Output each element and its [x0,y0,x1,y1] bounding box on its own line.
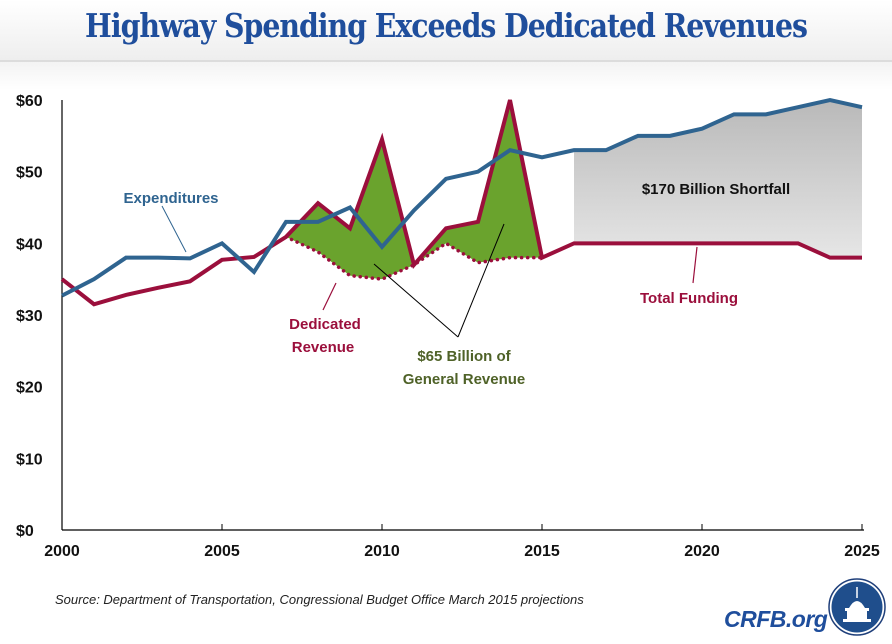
general-revenue-label-line1: $65 Billion of [417,348,511,365]
capitol-dome-seal-icon [828,578,886,636]
shortfall-label: $170 Billion Shortfall [642,181,790,198]
x-tick-label: 2020 [684,543,720,560]
x-tick-label: 2005 [204,543,240,560]
chart-title: Highway Spending Exceeds Dedicated Reven… [85,6,808,45]
x-tick-label: 2000 [44,543,80,560]
y-tick-label: $30 [16,308,43,325]
expenditures-leader-line [161,205,187,253]
general-revenue-leader-line-left [373,263,459,338]
total-funding-label: Total Funding [640,290,738,307]
y-tick-label: $0 [16,523,34,540]
dedicated-revenue-line [284,235,544,281]
header-shadow-band [0,62,892,90]
y-tick-label: $40 [16,236,43,253]
general-revenue-leader-line-right [457,223,505,338]
shortfall-area [574,100,862,258]
dedicated-revenue-leader-line [322,282,337,311]
y-tick-label: $20 [16,380,43,397]
total-funding-leader-line [692,246,698,284]
expenditures-line [61,97,863,298]
general-revenue-label-line2: General Revenue [403,371,526,388]
source-note: Source: Department of Transportation, Co… [55,592,584,607]
total-funding-line [60,99,862,307]
x-tick-label: 2010 [364,543,400,560]
y-tick-label: $10 [16,451,43,468]
x-tick-label: 2015 [524,543,560,560]
y-tick-label: $50 [16,165,43,182]
dedicated-revenue-label-line1: Dedicated [289,316,361,333]
x-tick-label: 2025 [844,543,880,560]
y-tick-label: $60 [16,93,43,110]
dedicated-revenue-label-line2: Revenue [292,339,355,356]
general-revenue-area [286,100,542,280]
brand-link[interactable]: CRFB.org [724,606,828,632]
expenditures-label: Expenditures [123,190,218,207]
title-bar: Highway Spending Exceeds Dedicated Reven… [0,0,892,62]
